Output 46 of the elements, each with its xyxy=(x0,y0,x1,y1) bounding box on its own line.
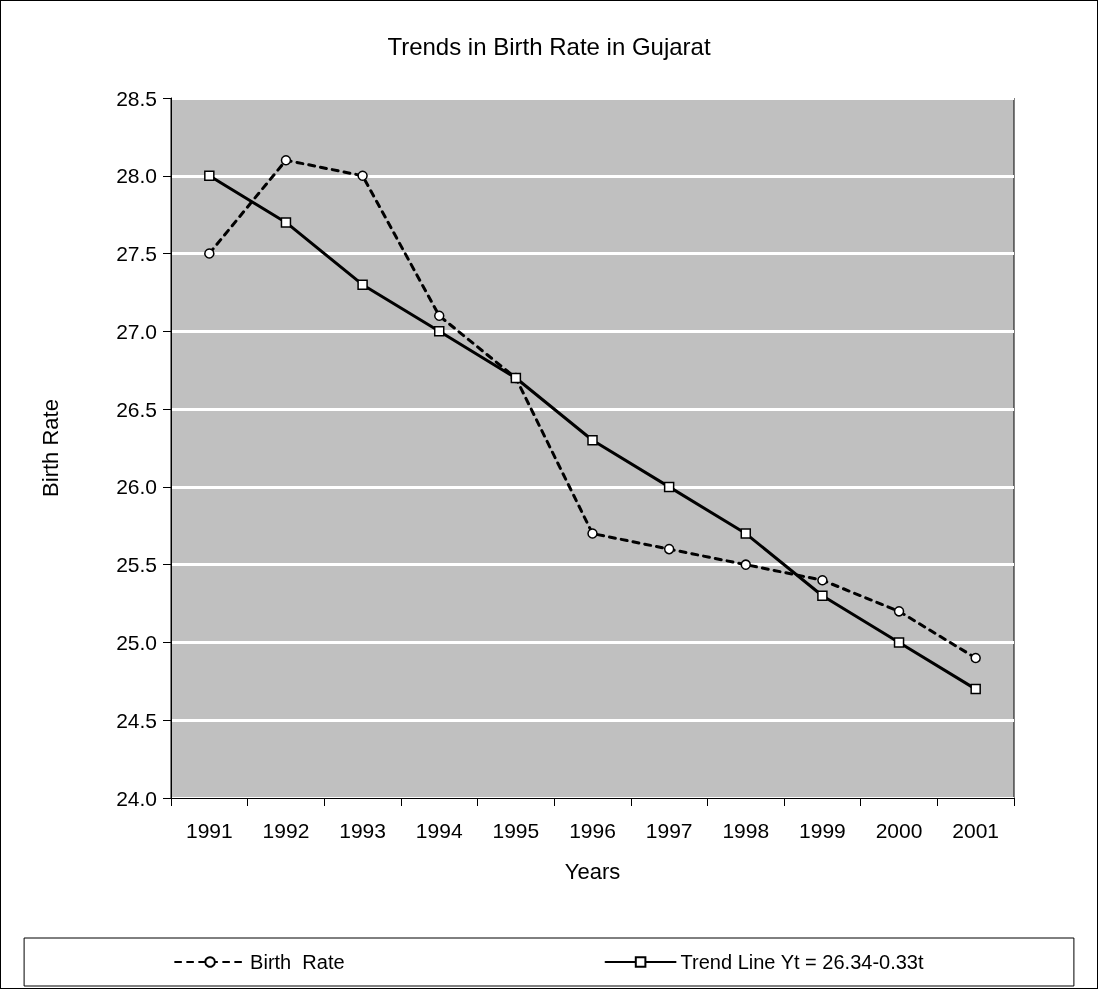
legend-label: Birth Rate xyxy=(250,951,345,973)
x-tick-label: 1991 xyxy=(185,819,233,842)
x-tick-label: 1992 xyxy=(262,819,310,842)
point xyxy=(970,652,981,664)
chart-title: Trends in Birth Rate in Gujarat xyxy=(387,32,711,60)
point xyxy=(893,637,905,648)
point xyxy=(817,590,828,602)
x-tick-label: 1995 xyxy=(492,819,540,842)
point xyxy=(893,606,905,617)
x-tick-label: 1997 xyxy=(645,819,693,842)
y-tick-label: 28.0 xyxy=(116,164,157,188)
x-tick-label: 1993 xyxy=(339,819,386,842)
point xyxy=(740,559,752,570)
x-tick-label: 1998 xyxy=(722,819,770,842)
legend-label: Trend Line Yt = 26.34-0.33t xyxy=(680,951,924,973)
y-tick-label: 24.5 xyxy=(116,708,157,732)
point xyxy=(970,683,981,695)
y-tick-label: 25.0 xyxy=(116,630,157,654)
y-tick-label: 24.0 xyxy=(116,786,157,810)
point xyxy=(204,170,215,182)
point xyxy=(587,434,598,446)
y-tick-label: 28.5 xyxy=(116,86,157,110)
y-tick-label: 27.0 xyxy=(116,319,157,343)
point xyxy=(280,217,292,228)
point xyxy=(433,326,445,337)
x-tick-label: 1999 xyxy=(799,819,846,842)
point xyxy=(587,528,598,539)
y-tick-label: 26.0 xyxy=(116,475,157,499)
point xyxy=(663,543,675,555)
y-tick-label: 27.5 xyxy=(116,242,157,266)
x-tick-label: 2000 xyxy=(875,819,923,842)
point xyxy=(817,574,828,586)
point xyxy=(357,170,368,182)
point xyxy=(204,248,215,259)
point xyxy=(663,481,675,493)
point xyxy=(357,279,368,290)
y-tick-label: 26.5 xyxy=(116,397,157,421)
x-tick-label: 1994 xyxy=(415,819,463,842)
point xyxy=(740,528,752,539)
point xyxy=(280,154,292,166)
x-tick-label: 2001 xyxy=(952,819,1000,842)
x-axis-title: Years xyxy=(564,858,621,884)
y-tick-label: 25.5 xyxy=(116,553,157,577)
y-axis-title: Birth Rate xyxy=(37,399,63,497)
point xyxy=(433,310,445,322)
x-tick-label: 1996 xyxy=(569,819,616,842)
